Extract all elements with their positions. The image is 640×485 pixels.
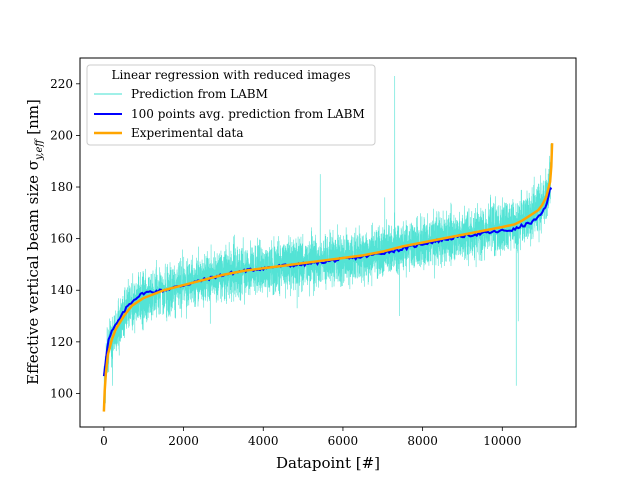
x-tick-label: 8000 xyxy=(407,434,438,448)
legend: Linear regression with reduced images Pr… xyxy=(86,64,376,146)
x-tick-label: 2000 xyxy=(168,434,199,448)
legend-title: Linear regression with reduced images xyxy=(112,68,351,82)
y-axis: 100 120 140 160 180 200 220 xyxy=(50,77,80,400)
legend-label-prediction: Prediction from LABM xyxy=(131,87,268,101)
x-tick-label: 6000 xyxy=(328,434,359,448)
x-axis-label: Datapoint [#] xyxy=(276,454,380,472)
plot-frame xyxy=(79,57,577,428)
x-tick-label: 10000 xyxy=(483,434,521,448)
series-layer xyxy=(102,76,554,412)
legend-label-experimental: Experimental data xyxy=(131,126,244,140)
y-tick-label: 200 xyxy=(50,128,73,142)
y-axis-label: Effective vertical beam size σy,eff [nm] xyxy=(24,99,45,385)
y-tick-label: 160 xyxy=(50,232,73,246)
y-axis-label-subscript: y,eff xyxy=(34,138,45,161)
y-axis-label-unit: [nm] xyxy=(24,99,42,139)
y-tick-label: 120 xyxy=(50,335,73,349)
x-axis: 0 2000 4000 6000 8000 10000 xyxy=(100,427,521,448)
y-tick-label: 180 xyxy=(50,180,73,194)
y-tick-label: 140 xyxy=(50,283,73,297)
legend-box xyxy=(86,64,376,146)
plot-area: 0 2000 4000 6000 8000 10000 100 120 140 160 180 20… xyxy=(50,57,577,448)
y-tick-label: 220 xyxy=(50,77,73,91)
legend-label-average: 100 points avg. prediction from LABM xyxy=(131,107,365,121)
x-tick-label: 0 xyxy=(100,434,108,448)
series-prediction-line xyxy=(103,76,553,404)
y-tick-label: 100 xyxy=(50,386,73,400)
x-tick-label: 4000 xyxy=(248,434,279,448)
series-experimental-line xyxy=(102,143,554,412)
y-axis-label-main: Effective vertical beam size σ xyxy=(24,160,42,385)
